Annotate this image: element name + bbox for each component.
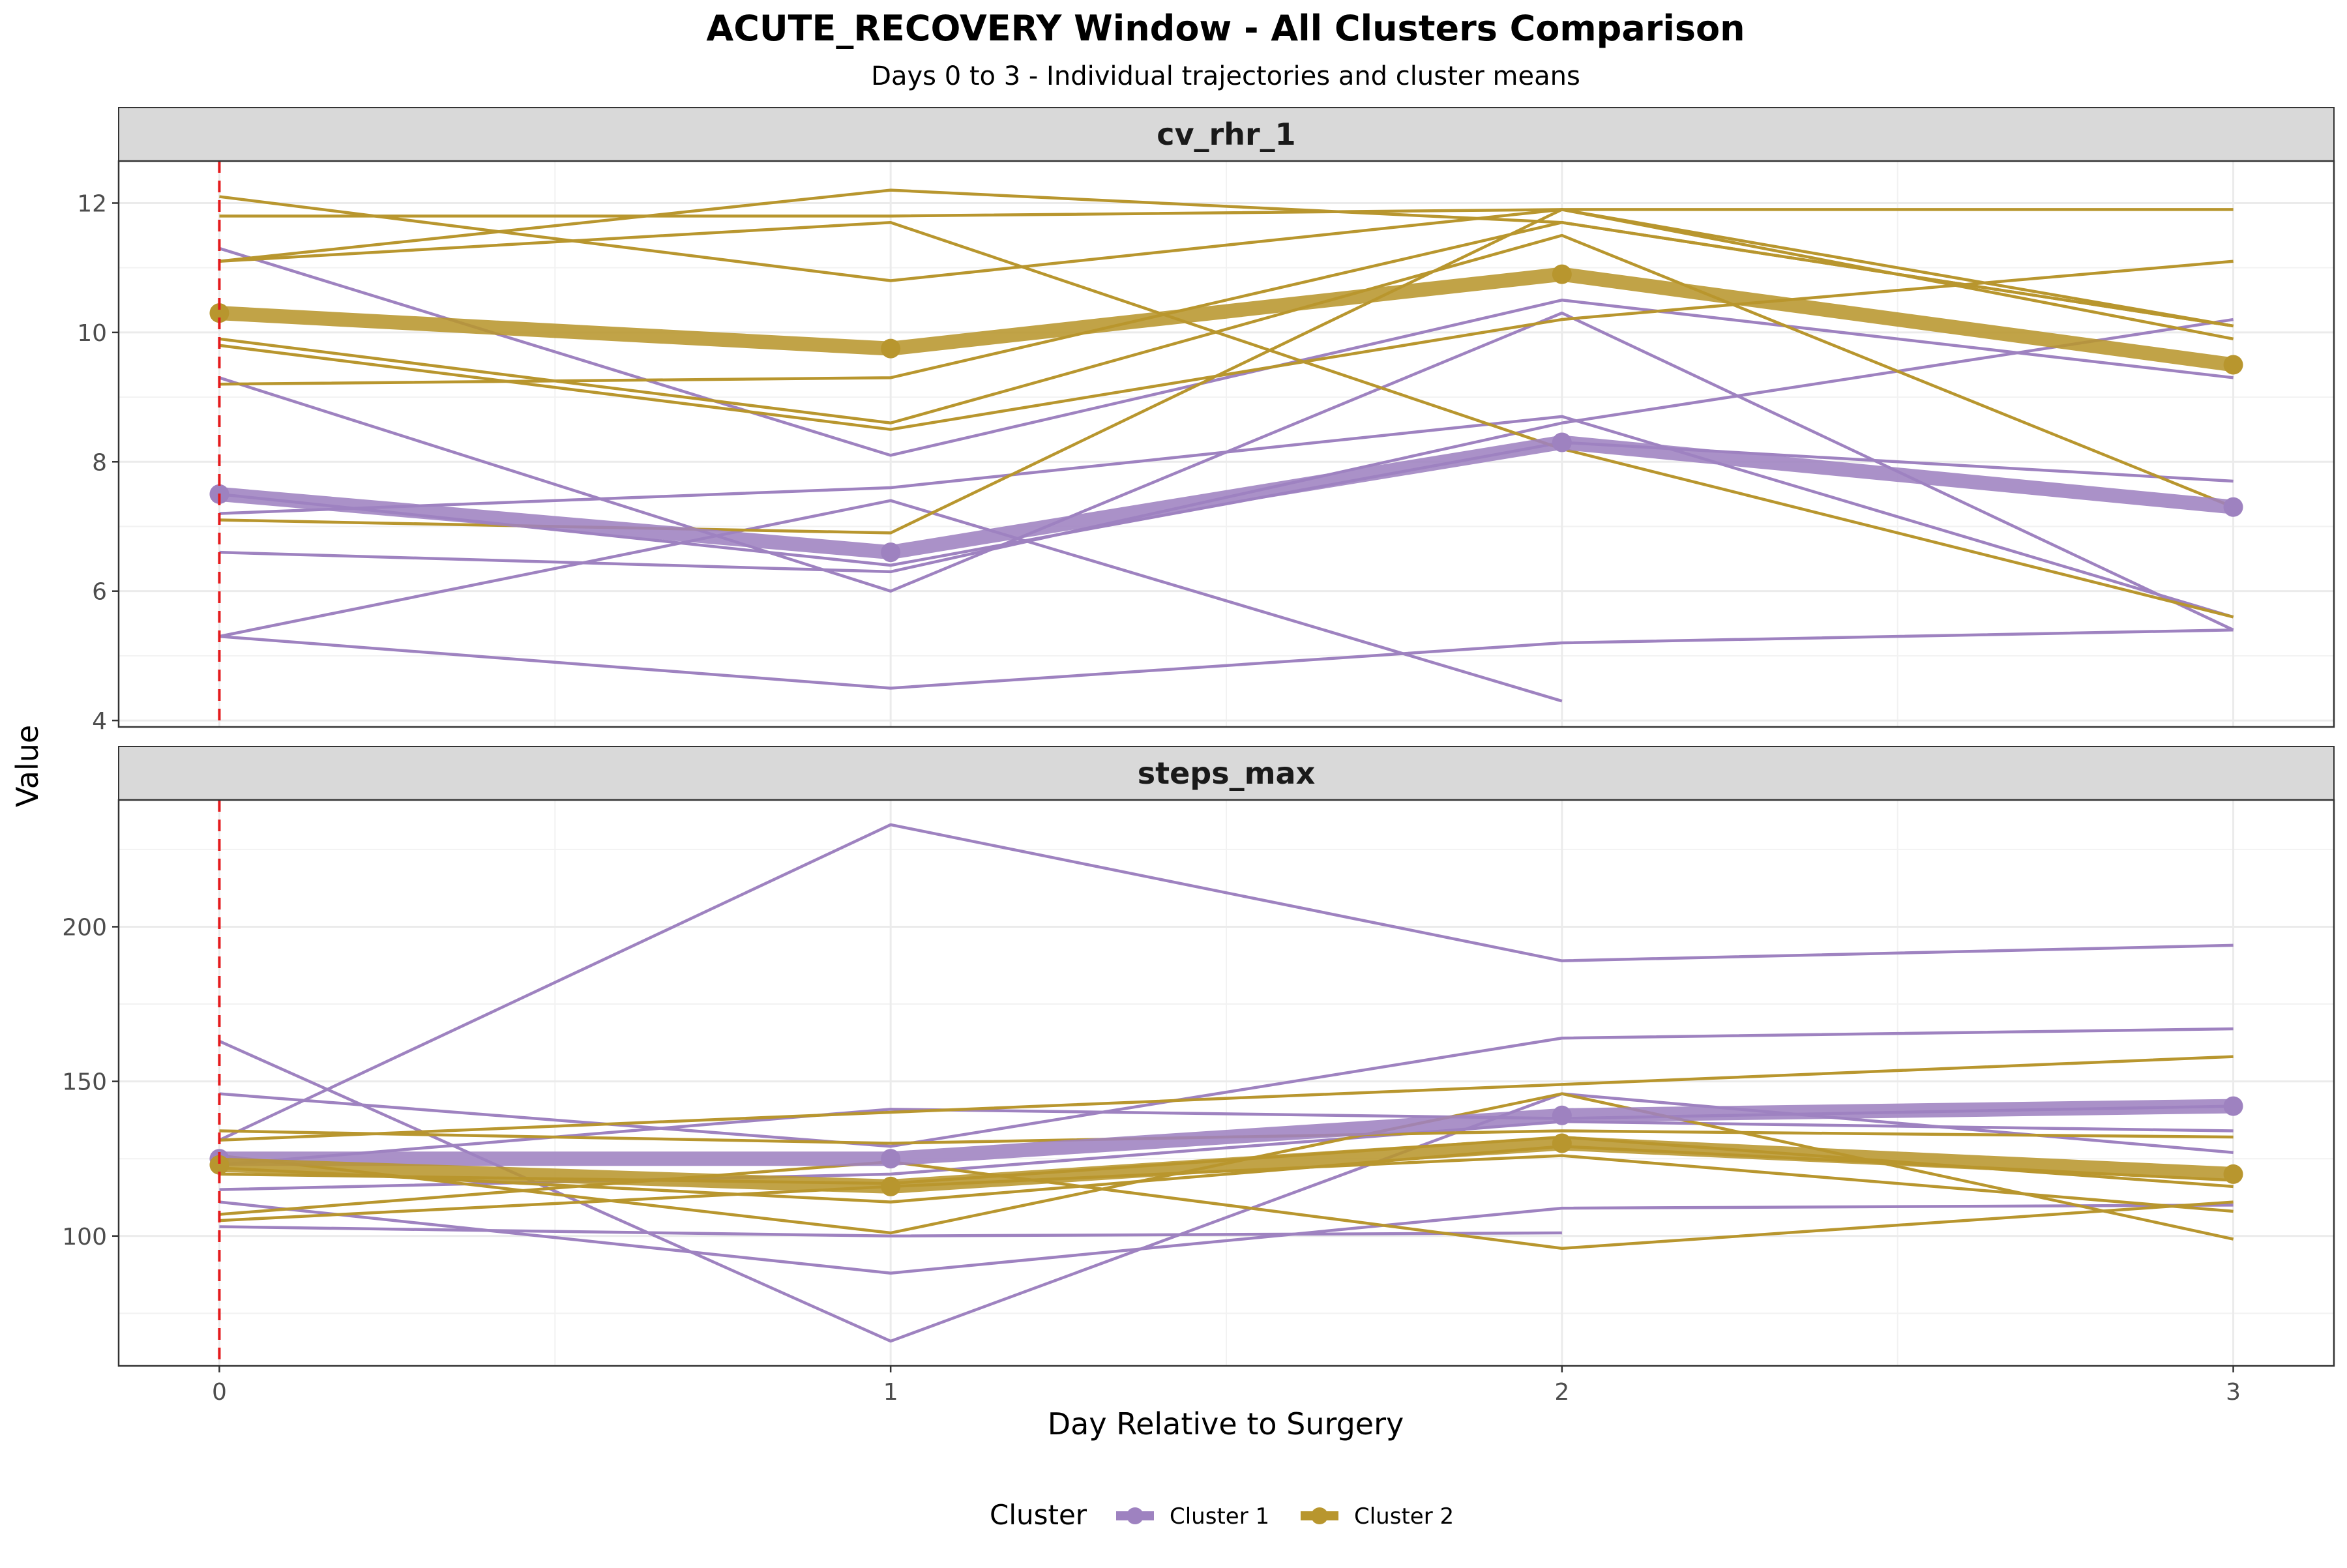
mean-line-cluster-2 [212,267,2241,372]
panel-cv_rhr_1: cv_rhr_1 4 6 8 10 12 [77,107,2335,735]
y-axis-title: Value [10,725,45,807]
trajectory-line-cluster-1 [219,499,1563,703]
chart-subtitle: Days 0 to 3 - Individual trajectories an… [871,61,1580,91]
trajectory-line-cluster-1 [219,1200,2234,1275]
panel-steps_max: steps_max 100 150 200 0 1 2 3 [62,746,2335,1406]
mean-point-cluster-2 [881,1176,901,1196]
mean-point-cluster-2 [1552,1133,1572,1153]
trajectory-line-cluster-2 [219,220,2234,386]
y-tick-label: 6 [92,579,107,606]
facet-strip [118,746,2335,801]
trajectory-line-cluster-2 [219,208,2234,218]
legend-title: Cluster [990,1499,1087,1531]
trajectory-line-cluster-1 [219,628,2234,690]
facet-strip-label: steps_max [1138,756,1316,791]
trajectory-line-cluster-2 [219,259,2234,431]
trajectory-line-cluster-1 [218,246,2234,457]
x-tick-label: 1 [883,1379,898,1406]
mean-point-cluster-1 [1552,432,1572,452]
y-tick-label: 10 [77,320,107,347]
trajectory-line-cluster-1 [218,823,2234,1142]
trajectory-line-cluster-1 [219,1027,2234,1148]
mean-line-cluster-2 [212,1136,2241,1194]
mean-point-cluster-2 [209,303,229,323]
mean-point-cluster-2 [1552,264,1572,284]
y-tick-label: 100 [62,1224,107,1250]
trajectory-line-cluster-2 [219,220,2234,619]
mean-line-cluster-1 [212,1099,2241,1166]
y-tick-label: 12 [77,190,107,217]
trajectory-line-cluster-1 [218,1039,2234,1343]
y-tick-label: 150 [62,1069,107,1096]
mean-point-cluster-2 [209,1155,229,1175]
legend-label-cluster-2: Cluster 2 [1354,1503,1454,1530]
mean-point-cluster-2 [2223,355,2243,375]
legend: Cluster Cluster 1 Cluster 2 [990,1499,1454,1531]
chart-title: ACUTE_RECOVERY Window - All Clusters Com… [706,8,1745,49]
mean-point-cluster-2 [881,338,901,359]
x-tick-label: 3 [2226,1379,2241,1406]
y-tick-label: 8 [92,449,107,476]
mean-point-cluster-1 [2223,1096,2243,1116]
panel-border [117,799,2335,1367]
mean-point-cluster-1 [2223,497,2243,517]
legend-key-point-cluster-1 [1127,1507,1144,1524]
trajectory-line-cluster-2 [219,1160,2234,1250]
mean-point-cluster-2 [2223,1164,2243,1184]
legend-label-cluster-1: Cluster 1 [1170,1503,1269,1530]
mean-point-cluster-1 [881,542,901,563]
mean-line-cluster-1 [212,435,2241,560]
y-tick-label: 200 [62,914,107,941]
trajectory-line-cluster-2 [219,1055,2234,1142]
x-axis-title: Day Relative to Surgery [1048,1406,1404,1442]
x-tick-label: 2 [1554,1379,1569,1406]
trajectory-line-cluster-1 [219,1225,1562,1238]
facet-strip-label: cv_rhr_1 [1157,117,1295,152]
facet-strip [118,107,2335,162]
mean-point-cluster-1 [881,1149,901,1169]
x-tick-label: 0 [212,1379,227,1406]
trajectory-line-cluster-1 [219,415,2234,619]
legend-key-point-cluster-2 [1311,1507,1328,1524]
panel-border [117,160,2335,728]
mean-point-cluster-1 [1552,1105,1572,1125]
y-tick-label: 4 [92,708,107,735]
